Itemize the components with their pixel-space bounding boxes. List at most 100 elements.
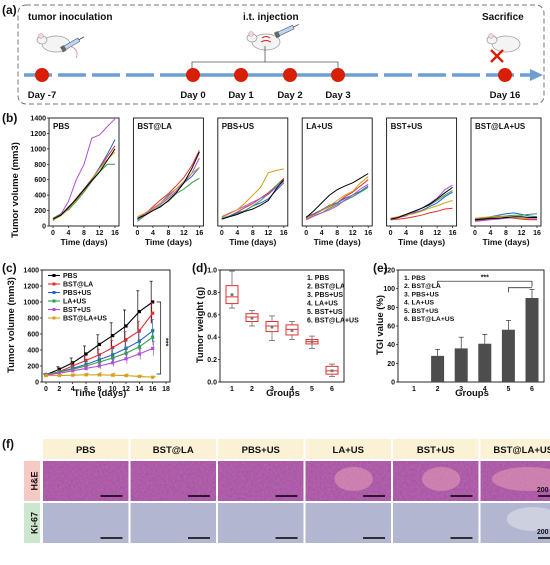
histology-column-label: BST@LA [153, 445, 194, 456]
data-point [71, 369, 75, 373]
x-tick-label: 16 [533, 230, 541, 237]
x-tick-label: 6 [530, 386, 534, 393]
data-point [124, 324, 128, 328]
scale-bar-label: 200 μm [537, 487, 550, 494]
bar-group [525, 289, 539, 382]
y-tick-label: 400 [27, 348, 39, 355]
histology-row-label: Ki-67 [29, 512, 39, 534]
timeline-day-label: Day 3 [325, 90, 350, 101]
data-point [97, 342, 101, 346]
x-tick-label: 18 [162, 386, 170, 393]
tumor-inoculation-label: tumor inoculation [28, 12, 112, 23]
x-tick-label: 4 [67, 230, 71, 237]
data-point [97, 360, 101, 364]
data-point [137, 329, 141, 333]
y-tick-label: 80 [387, 305, 395, 312]
x-tick-label: 5 [506, 386, 510, 393]
legend-marker [52, 316, 56, 320]
y-tick-label: 400 [34, 193, 46, 200]
data-point [137, 310, 141, 314]
growth-line [221, 179, 285, 220]
x-tick-label: 12 [433, 230, 441, 237]
timeline-events: Day -7 Day 0 Day 1 Day 2 Day 3 Day 16 [28, 68, 520, 101]
growth-line [474, 216, 537, 222]
subplot-frame [470, 117, 542, 227]
histology-column-header [43, 439, 129, 459]
x-tick-label: 5 [310, 386, 314, 393]
growth-subplot: PBS+US 0 4 8 12 16 Time (days) [217, 117, 289, 247]
panel-label-b: (b) [2, 111, 17, 125]
x-tick-label: 8 [504, 230, 508, 237]
data-point [151, 311, 155, 315]
x-tick-label: 4 [235, 230, 239, 237]
box-plot [265, 315, 279, 341]
mouse-icon [246, 31, 281, 51]
mean-marker [290, 329, 294, 332]
x-tick-label: 4 [489, 230, 493, 237]
growth-line [52, 151, 116, 221]
mean-growth-panel: Tumor volume (mm3) Time (days) 020040060… [6, 268, 171, 399]
data-point [57, 374, 61, 378]
mean-marker [270, 325, 274, 329]
histology-panel: PBS BST@LA PBS+US LA+US BST+US BST@LA+US H&E 20… [24, 439, 550, 543]
histology-column-header [305, 439, 391, 459]
y-tick-label: 40 [387, 342, 395, 349]
x-tick-label: 16 [364, 230, 372, 237]
x-tick-label: 2 [57, 386, 61, 393]
x-tick-label: 12 [180, 230, 188, 237]
x-tick-label: 12 [96, 230, 104, 237]
data-point [44, 374, 48, 378]
data-point [151, 300, 155, 304]
ki67-stain-image [305, 503, 391, 543]
data-point [84, 373, 88, 377]
panel-label-c: (c) [2, 261, 17, 275]
x-tick-label: 4 [71, 386, 75, 393]
data-point [111, 356, 115, 360]
growth-line [474, 215, 537, 219]
growth-line [474, 213, 538, 221]
bar-group [431, 348, 445, 382]
legend-label: 5. BST+US [307, 309, 343, 316]
x-tick-label: 0 [51, 230, 55, 237]
panel-d-xlabel: Groups [266, 388, 300, 399]
mean-marker [250, 316, 254, 320]
growth-subplot: BST+US 0 4 8 12 16 Time (days) [386, 117, 458, 247]
legend-label: 4. LA+US [404, 300, 434, 307]
x-tick-label: 0 [135, 230, 139, 237]
subplot-title: BST+US [391, 122, 423, 131]
growth-line [474, 216, 537, 221]
significance-label: *** [161, 338, 168, 346]
x-tick-label: 16 [149, 386, 157, 393]
timeline-event-marker [186, 68, 200, 82]
subplot-xlabel: Time (days) [229, 237, 276, 247]
significance-bracket: *** [156, 301, 168, 375]
data-point [137, 345, 141, 349]
x-tick-label: 12 [349, 230, 357, 237]
y-tick-label: 200 [27, 364, 39, 371]
y-tick-label: 0.4 [207, 335, 217, 342]
legend-label: 3. PBS+US [307, 292, 343, 299]
data-point [97, 364, 101, 368]
ki67-stain-image [218, 503, 304, 543]
subplot-title: PBS+US [222, 122, 255, 131]
histology-row-tag [24, 503, 40, 543]
data-point [111, 361, 115, 365]
legend-label: BST+US [63, 307, 91, 314]
sacrifice-label: Sacrifice [482, 12, 524, 23]
box-plot [325, 363, 339, 377]
legend-label: 2. BST@LA [404, 283, 441, 290]
tumor-weight-panel: Tumor weight (g) Groups 0.0 0.2 0.4 0.6 0.8 1… [195, 268, 359, 400]
x-tick-label: 3 [459, 386, 463, 393]
data-point [124, 374, 128, 378]
ki67-stain-image [130, 503, 216, 543]
subplot-title: BST@LA [137, 122, 172, 131]
subplot-xlabel: Time (days) [60, 237, 107, 247]
growth-line [221, 180, 285, 218]
x-tick-label: 0 [389, 230, 393, 237]
x-tick-label: 4 [320, 230, 324, 237]
y-tick-label: 1000 [23, 300, 39, 307]
growth-line [221, 168, 284, 218]
data-point [97, 373, 101, 377]
y-tick-label: 0 [391, 380, 395, 387]
injection-label: i.t. injection [243, 12, 299, 23]
